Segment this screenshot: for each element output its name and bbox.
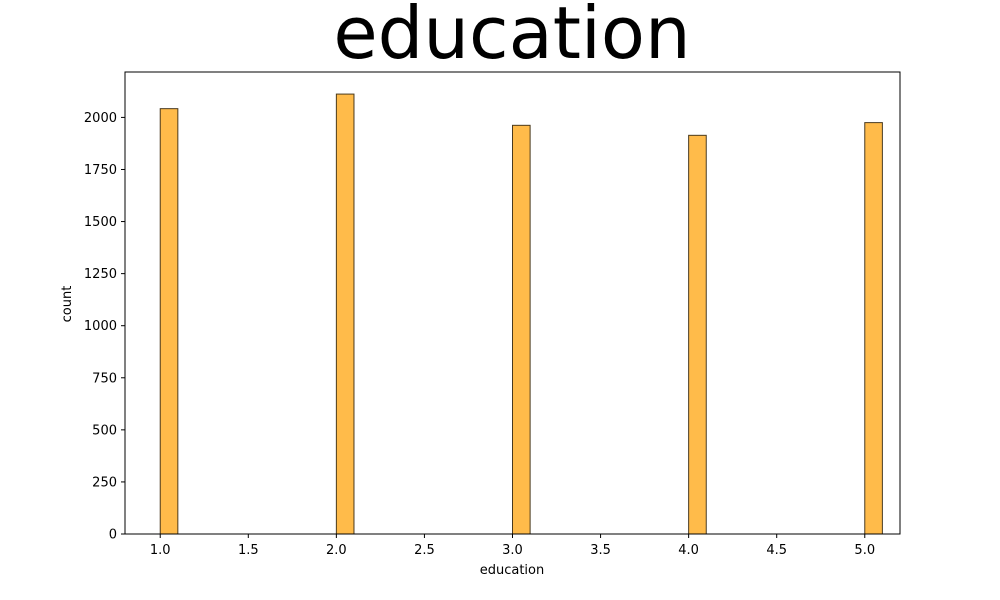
y-tick-label: 250 [92,475,117,490]
chart-title: education [333,0,690,75]
histogram-bar [159,108,179,535]
y-tick-label: 500 [92,423,117,438]
plot-frame [124,71,901,535]
histogram-bar [688,134,707,535]
x-tick-label: 4.5 [766,543,787,558]
bars-group [159,93,883,535]
x-tick-label: 2.0 [326,543,347,558]
x-tick-label: 2.5 [414,543,435,558]
y-axis-label: count [60,286,75,323]
y-tick-label: 1250 [84,267,117,282]
y-tick-label: 1500 [84,215,117,230]
y-tick-label: 750 [92,371,117,386]
x-tick-label: 3.0 [502,543,523,558]
x-axis-ticks: 1.0 1.5 2.0 2.5 3.0 3.5 4.0 4.5 5.0 [150,534,875,558]
x-tick-label: 1.5 [238,543,259,558]
x-tick-label: 4.0 [678,543,699,558]
histogram-bar [864,122,883,535]
histogram-bar [512,124,531,535]
y-axis-ticks: 0 250 500 750 1000 1250 1500 1750 2000 [84,111,125,543]
histogram-bar [335,93,355,535]
x-tick-label: 5.0 [854,543,875,558]
x-tick-label: 1.0 [150,543,171,558]
y-tick-label: 1750 [84,163,117,178]
y-tick-label: 1000 [84,319,117,334]
y-tick-label: 2000 [84,111,117,126]
y-tick-label: 0 [109,528,117,543]
x-tick-label: 3.5 [590,543,611,558]
x-axis-label: education [480,563,545,578]
